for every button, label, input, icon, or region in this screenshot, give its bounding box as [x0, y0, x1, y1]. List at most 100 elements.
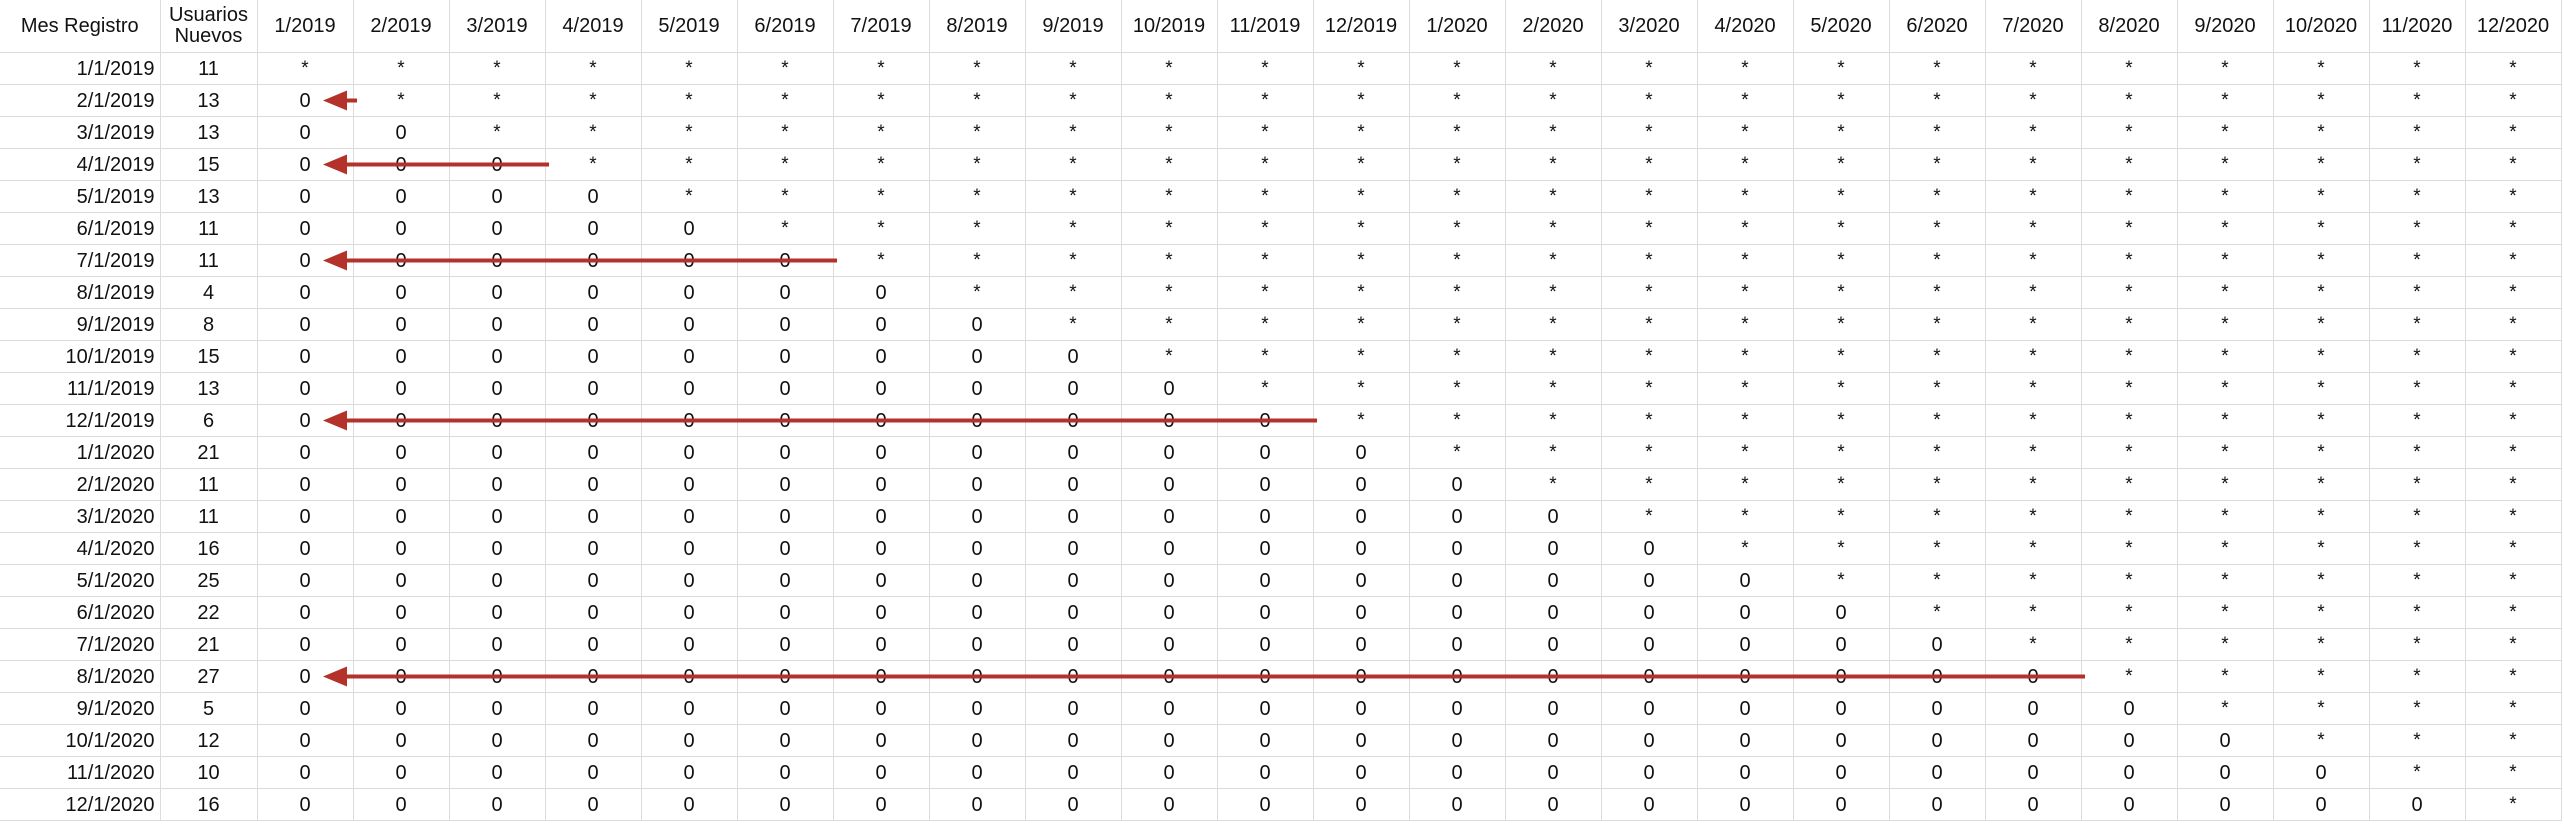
cell-asterisk[interactable]: *	[1505, 468, 1602, 501]
cell-zero[interactable]: 0	[2177, 724, 2274, 757]
cell-zero[interactable]: 0	[1697, 564, 1794, 597]
cell-zero[interactable]: 0	[737, 244, 834, 277]
cell-zero[interactable]: 0	[929, 564, 1026, 597]
cell-zero[interactable]: 0	[1121, 692, 1218, 725]
cell-zero[interactable]: 0	[1121, 788, 1218, 821]
cell-asterisk[interactable]: *	[929, 244, 1026, 277]
cell-asterisk[interactable]: *	[353, 52, 450, 85]
cell-asterisk[interactable]: *	[1505, 276, 1602, 309]
cell-asterisk[interactable]: *	[1505, 372, 1602, 405]
cell-asterisk[interactable]: *	[1889, 340, 1986, 373]
cell-asterisk[interactable]: *	[2465, 468, 2562, 501]
cell-asterisk[interactable]: *	[1505, 212, 1602, 245]
cell-registration-month[interactable]: 6/1/2019	[0, 212, 161, 245]
cell-asterisk[interactable]: *	[641, 116, 738, 149]
cell-zero[interactable]: 0	[1217, 788, 1314, 821]
cell-asterisk[interactable]: *	[1313, 148, 1410, 181]
cell-asterisk[interactable]: *	[929, 212, 1026, 245]
header-month[interactable]: 4/2019	[545, 0, 642, 53]
cell-zero[interactable]: 0	[641, 404, 738, 437]
cell-zero[interactable]: 0	[449, 340, 546, 373]
cell-zero[interactable]: 0	[1697, 724, 1794, 757]
cell-asterisk[interactable]: *	[1889, 212, 1986, 245]
cell-asterisk[interactable]: *	[1505, 148, 1602, 181]
cell-registration-month[interactable]: 1/1/2019	[0, 52, 161, 85]
cell-asterisk[interactable]: *	[1025, 212, 1122, 245]
cell-asterisk[interactable]: *	[2177, 468, 2274, 501]
cell-zero[interactable]: 0	[1217, 500, 1314, 533]
cell-asterisk[interactable]: *	[1889, 244, 1986, 277]
cell-zero[interactable]: 0	[257, 788, 354, 821]
cell-asterisk[interactable]: *	[2273, 244, 2370, 277]
cell-zero[interactable]: 0	[1025, 372, 1122, 405]
cell-zero[interactable]: 0	[1793, 692, 1890, 725]
cell-zero[interactable]: 0	[833, 404, 930, 437]
cell-asterisk[interactable]: *	[1505, 404, 1602, 437]
cell-zero[interactable]: 0	[833, 564, 930, 597]
cell-zero[interactable]: 0	[2177, 756, 2274, 789]
cell-asterisk[interactable]: *	[2369, 628, 2466, 661]
cell-asterisk[interactable]: *	[1025, 52, 1122, 85]
cell-asterisk[interactable]: *	[2081, 436, 2178, 469]
cell-zero[interactable]: 0	[257, 308, 354, 341]
cell-zero[interactable]: 0	[1313, 788, 1410, 821]
cell-asterisk[interactable]: *	[1409, 308, 1506, 341]
cell-zero[interactable]: 0	[1121, 436, 1218, 469]
cell-asterisk[interactable]: *	[1889, 52, 1986, 85]
cell-asterisk[interactable]: *	[2273, 52, 2370, 85]
cell-new-users[interactable]: 21	[160, 628, 258, 661]
cell-asterisk[interactable]: *	[1793, 436, 1890, 469]
cell-zero[interactable]: 0	[1985, 756, 2082, 789]
cell-zero[interactable]: 0	[545, 436, 642, 469]
cell-zero[interactable]: 0	[929, 468, 1026, 501]
cell-asterisk[interactable]: *	[1985, 436, 2082, 469]
cell-zero[interactable]: 0	[737, 276, 834, 309]
cell-zero[interactable]: 0	[1601, 660, 1698, 693]
cell-asterisk[interactable]: *	[737, 148, 834, 181]
cell-registration-month[interactable]: 3/1/2020	[0, 500, 161, 533]
cell-asterisk[interactable]: *	[1409, 52, 1506, 85]
cell-asterisk[interactable]: *	[1217, 180, 1314, 213]
cell-zero[interactable]: 0	[1793, 628, 1890, 661]
cell-zero[interactable]: 0	[833, 436, 930, 469]
cell-zero[interactable]: 0	[1601, 532, 1698, 565]
cell-asterisk[interactable]: *	[1985, 404, 2082, 437]
cell-zero[interactable]: 0	[449, 436, 546, 469]
cell-zero[interactable]: 0	[353, 596, 450, 629]
cell-asterisk[interactable]: *	[2369, 180, 2466, 213]
cell-zero[interactable]: 0	[929, 724, 1026, 757]
cell-asterisk[interactable]: *	[2273, 404, 2370, 437]
cell-asterisk[interactable]: *	[1793, 404, 1890, 437]
cell-zero[interactable]: 0	[737, 596, 834, 629]
cell-asterisk[interactable]: *	[2177, 244, 2274, 277]
cell-zero[interactable]: 0	[1601, 724, 1698, 757]
cell-zero[interactable]: 0	[1121, 372, 1218, 405]
cell-zero[interactable]: 0	[1505, 756, 1602, 789]
cell-asterisk[interactable]: *	[1313, 308, 1410, 341]
cell-zero[interactable]: 0	[545, 532, 642, 565]
cell-asterisk[interactable]: *	[2369, 340, 2466, 373]
cell-asterisk[interactable]: *	[1313, 52, 1410, 85]
cell-asterisk[interactable]: *	[449, 116, 546, 149]
cell-asterisk[interactable]: *	[929, 52, 1026, 85]
cell-asterisk[interactable]: *	[1601, 84, 1698, 117]
cell-new-users[interactable]: 11	[160, 52, 258, 85]
header-month[interactable]: 9/2019	[1025, 0, 1122, 53]
cell-zero[interactable]: 0	[1025, 468, 1122, 501]
cell-asterisk[interactable]: *	[1697, 180, 1794, 213]
cell-zero[interactable]: 0	[1793, 596, 1890, 629]
cell-asterisk[interactable]: *	[2369, 532, 2466, 565]
cell-asterisk[interactable]: *	[1793, 468, 1890, 501]
cell-zero[interactable]: 0	[449, 564, 546, 597]
cell-asterisk[interactable]: *	[1793, 308, 1890, 341]
cell-zero[interactable]: 0	[1889, 660, 1986, 693]
cell-zero[interactable]: 0	[1217, 564, 1314, 597]
cell-zero[interactable]: 0	[1889, 756, 1986, 789]
cell-zero[interactable]: 0	[1313, 596, 1410, 629]
cell-registration-month[interactable]: 10/1/2019	[0, 340, 161, 373]
cell-asterisk[interactable]: *	[2369, 724, 2466, 757]
cell-asterisk[interactable]: *	[2465, 340, 2562, 373]
cell-asterisk[interactable]: *	[2273, 84, 2370, 117]
cell-asterisk[interactable]: *	[929, 276, 1026, 309]
cell-asterisk[interactable]: *	[2081, 340, 2178, 373]
